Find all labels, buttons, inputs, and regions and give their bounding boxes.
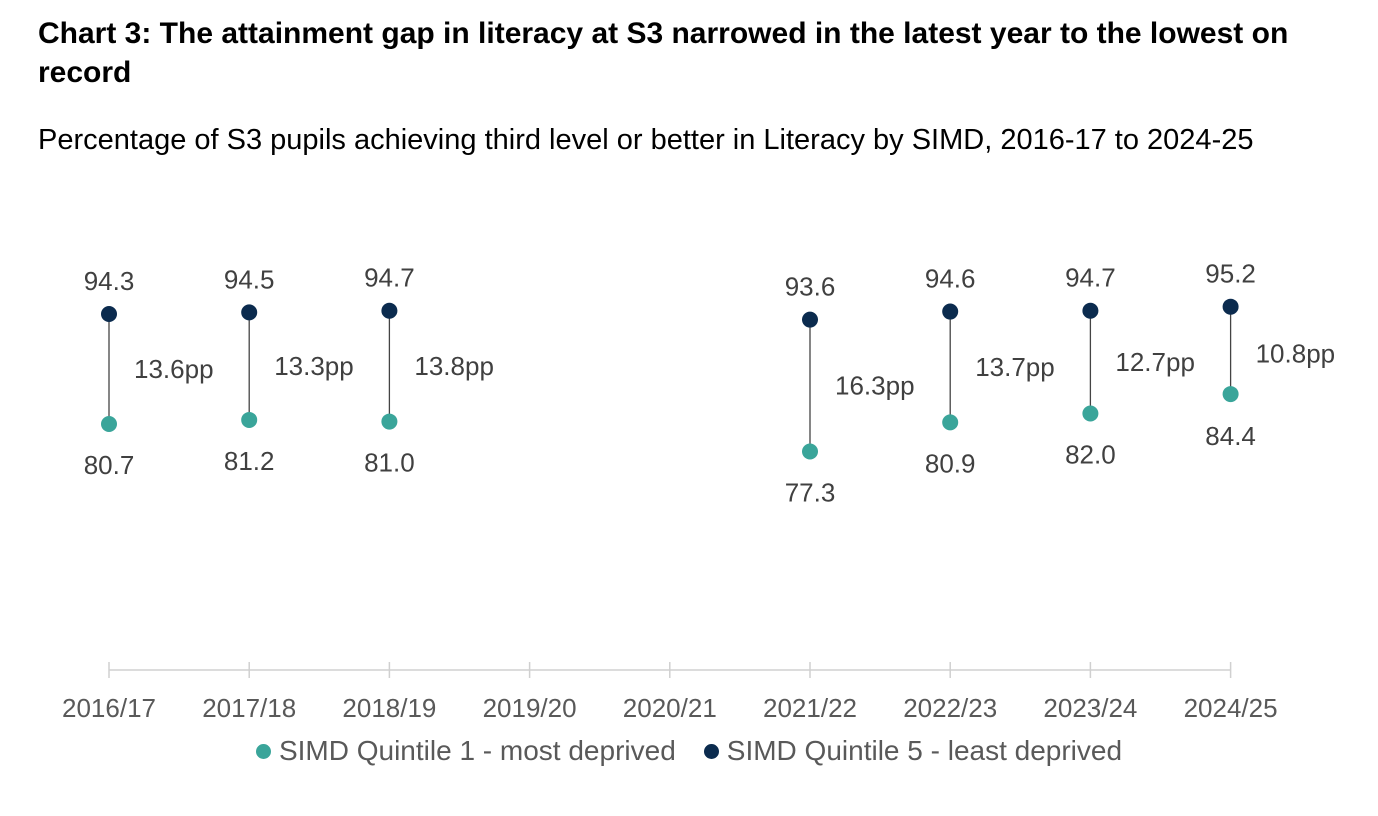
legend: SIMD Quintile 1 - most deprived SIMD Qui… (0, 735, 1378, 767)
q1-value-label: 84.4 (1205, 421, 1256, 451)
x-tick-label: 2020/21 (623, 693, 717, 723)
chart-plot: 2016/17 2017/18 2018/19 2019/20 2020/21 2021/… (62, 259, 1336, 723)
q1-value-label: 81.0 (364, 448, 415, 478)
gap-label: 12.7pp (1115, 347, 1195, 377)
x-tick-label: 2021/22 (763, 693, 857, 723)
q1-point (942, 414, 959, 431)
q5-value-label: 95.2 (1205, 259, 1256, 289)
q5-point (942, 303, 959, 320)
gap-label: 13.7pp (975, 352, 1055, 382)
q5-value-label: 94.5 (224, 264, 275, 294)
q5-point (802, 311, 818, 328)
q5-point (1082, 302, 1099, 319)
chart-title: Chart 3: The attainment gap in literacy … (38, 17, 1289, 89)
q1-point (101, 416, 117, 432)
gap-label: 13.6pp (134, 354, 214, 384)
q5-value-label: 94.7 (364, 263, 415, 293)
q1-value-label: 81.2 (224, 446, 275, 476)
q1-value-label: 77.3 (785, 478, 836, 508)
legend-item-q5: SIMD Quintile 5 - least deprived (703, 735, 1123, 767)
q5-point (241, 304, 258, 321)
gap-label: 16.3pp (835, 371, 915, 401)
q5-point (1222, 298, 1239, 315)
legend-label-q5: SIMD Quintile 5 - least deprived (726, 735, 1123, 766)
legend-item-q1: SIMD Quintile 1 - most deprived (255, 735, 676, 767)
q5-value-label: 94.3 (84, 266, 135, 296)
q5-point (101, 305, 117, 322)
q1-point (241, 411, 258, 428)
q1-value-label: 80.7 (84, 450, 135, 480)
x-tick-label: 2018/19 (342, 693, 436, 723)
gap-label: 10.8pp (1256, 339, 1336, 369)
q5-value-label: 94.7 (1065, 263, 1116, 293)
q1-point (1222, 386, 1239, 403)
gap-label: 13.3pp (274, 351, 354, 381)
chart-subtitle: Percentage of S3 pupils achieving third … (38, 124, 1254, 156)
x-tick-label: 2022/23 (903, 693, 997, 723)
q1-point (1082, 405, 1099, 422)
x-tick-label: 2016/17 (62, 693, 156, 723)
q5-value-label: 93.6 (785, 272, 836, 302)
q5-point (381, 302, 398, 319)
legend-marker-q1 (255, 743, 271, 759)
legend-label-q1: SIMD Quintile 1 - most deprived (278, 735, 676, 766)
x-tick-label: 2023/24 (1043, 693, 1137, 723)
x-tick-label: 2024/25 (1184, 693, 1278, 723)
gap-label: 13.8pp (414, 351, 494, 381)
x-tick-label: 2017/18 (202, 693, 296, 723)
x-tick-label: 2019/20 (483, 693, 577, 723)
q1-point (802, 443, 818, 460)
legend-marker-q5 (703, 743, 719, 759)
q1-value-label: 82.0 (1065, 439, 1116, 469)
q1-value-label: 80.9 (925, 448, 976, 478)
q5-value-label: 94.6 (925, 264, 976, 294)
q1-point (381, 413, 398, 430)
